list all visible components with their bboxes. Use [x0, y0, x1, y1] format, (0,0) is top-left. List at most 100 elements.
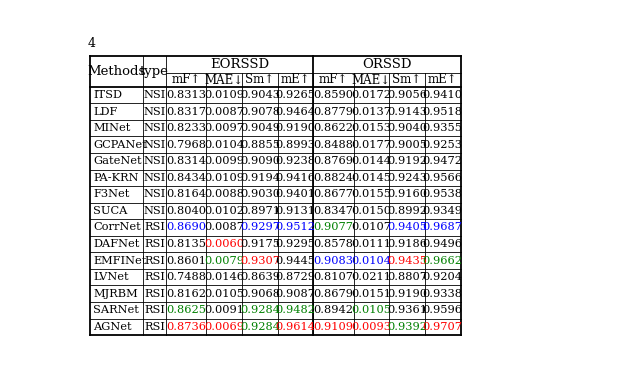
Text: 0.0172: 0.0172: [351, 90, 392, 100]
Text: 0.0097: 0.0097: [204, 123, 244, 133]
Text: 0.9538: 0.9538: [422, 189, 463, 200]
Text: 0.0150: 0.0150: [351, 206, 392, 216]
Text: MAE↓: MAE↓: [205, 73, 244, 86]
Text: RSI: RSI: [144, 322, 165, 332]
Text: 0.9192: 0.9192: [387, 156, 427, 166]
Text: 0.9416: 0.9416: [275, 173, 316, 183]
Text: 0.9043: 0.9043: [240, 90, 280, 100]
Text: 0.9338: 0.9338: [422, 289, 463, 299]
Text: 0.8622: 0.8622: [314, 123, 353, 133]
Text: 0.0087: 0.0087: [204, 106, 244, 116]
Text: 0.9295: 0.9295: [275, 239, 316, 249]
Text: 0.8736: 0.8736: [166, 322, 206, 332]
Text: 0.8639: 0.8639: [240, 272, 280, 282]
Text: NSI: NSI: [143, 173, 166, 183]
Text: 0.9687: 0.9687: [422, 223, 463, 232]
Text: 0.9131: 0.9131: [275, 206, 316, 216]
Text: 0.9194: 0.9194: [240, 173, 280, 183]
Text: MINet: MINet: [93, 123, 131, 133]
Text: 0.0145: 0.0145: [351, 173, 392, 183]
Text: 0.9284: 0.9284: [240, 305, 280, 315]
Text: 0.0105: 0.0105: [204, 289, 244, 299]
Text: 0.8314: 0.8314: [166, 156, 206, 166]
Text: 0.8779: 0.8779: [314, 106, 353, 116]
Text: 0.0088: 0.0088: [204, 189, 244, 200]
Text: 0.0144: 0.0144: [351, 156, 392, 166]
Text: LVNet: LVNet: [93, 272, 129, 282]
Text: 0.0099: 0.0099: [204, 156, 244, 166]
Text: 0.9068: 0.9068: [240, 289, 280, 299]
Text: 0.9049: 0.9049: [240, 123, 280, 133]
Text: 0.9190: 0.9190: [387, 289, 427, 299]
Text: PA-KRN: PA-KRN: [93, 173, 139, 183]
Text: 0.8993: 0.8993: [275, 140, 316, 150]
Text: 0.0151: 0.0151: [351, 289, 392, 299]
Text: 0.0091: 0.0091: [204, 305, 244, 315]
Text: 0.7968: 0.7968: [166, 140, 206, 150]
Text: CorrNet: CorrNet: [93, 223, 141, 232]
Text: 0.8317: 0.8317: [166, 106, 206, 116]
Text: 0.9464: 0.9464: [275, 106, 316, 116]
Text: 0.7488: 0.7488: [166, 272, 206, 282]
Text: 0.8590: 0.8590: [314, 90, 353, 100]
Text: GateNet: GateNet: [93, 156, 142, 166]
Text: 0.8807: 0.8807: [387, 272, 427, 282]
Text: 0.0153: 0.0153: [351, 123, 392, 133]
Text: DAFNet: DAFNet: [93, 239, 140, 249]
Text: RSI: RSI: [144, 239, 165, 249]
Text: Methods: Methods: [87, 65, 145, 78]
Text: 0.9143: 0.9143: [387, 106, 427, 116]
Text: 0.9482: 0.9482: [275, 305, 316, 315]
Text: 0.0087: 0.0087: [204, 223, 244, 232]
Text: 0.9190: 0.9190: [275, 123, 316, 133]
Text: GCPANet: GCPANet: [93, 140, 147, 150]
Text: 0.9512: 0.9512: [275, 223, 316, 232]
Text: F3Net: F3Net: [93, 189, 129, 200]
Text: NSI: NSI: [143, 123, 166, 133]
Text: 0.9401: 0.9401: [275, 189, 316, 200]
Text: 0.9518: 0.9518: [422, 106, 463, 116]
Text: NSI: NSI: [143, 156, 166, 166]
Text: 0.9361: 0.9361: [387, 305, 427, 315]
Text: 0.8855: 0.8855: [240, 140, 280, 150]
Text: MJRBM: MJRBM: [93, 289, 138, 299]
Text: 0.0137: 0.0137: [351, 106, 392, 116]
Text: 0.9204: 0.9204: [422, 272, 463, 282]
Text: type: type: [140, 65, 169, 78]
Text: 0.9083: 0.9083: [314, 255, 353, 265]
Text: 0.8679: 0.8679: [314, 289, 353, 299]
Text: 4: 4: [88, 37, 96, 50]
Text: RSI: RSI: [144, 289, 165, 299]
Text: 0.8488: 0.8488: [314, 140, 353, 150]
Text: Sm↑: Sm↑: [245, 73, 275, 86]
Text: 0.8313: 0.8313: [166, 90, 206, 100]
Text: 0.8942: 0.8942: [314, 305, 353, 315]
Text: 0.0104: 0.0104: [204, 140, 244, 150]
Text: 0.8992: 0.8992: [387, 206, 427, 216]
Text: 0.9355: 0.9355: [422, 123, 463, 133]
Text: NSI: NSI: [143, 189, 166, 200]
Text: 0.9496: 0.9496: [422, 239, 463, 249]
Text: mE↑: mE↑: [280, 73, 310, 86]
Text: 0.9077: 0.9077: [314, 223, 353, 232]
Text: 0.8347: 0.8347: [314, 206, 353, 216]
Text: 0.9284: 0.9284: [240, 322, 280, 332]
Text: 0.9297: 0.9297: [240, 223, 280, 232]
Text: 0.0069: 0.0069: [204, 322, 244, 332]
Text: RSI: RSI: [144, 255, 165, 265]
Text: 0.8729: 0.8729: [275, 272, 316, 282]
Text: 0.9662: 0.9662: [422, 255, 463, 265]
Text: 0.8971: 0.8971: [240, 206, 280, 216]
Text: 0.8162: 0.8162: [166, 289, 206, 299]
Text: 0.8824: 0.8824: [314, 173, 353, 183]
Text: ITSD: ITSD: [93, 90, 122, 100]
Text: 0.0105: 0.0105: [351, 305, 392, 315]
Text: 0.8625: 0.8625: [166, 305, 206, 315]
Text: 0.9405: 0.9405: [387, 223, 427, 232]
Text: AGNet: AGNet: [93, 322, 132, 332]
Text: 0.9265: 0.9265: [275, 90, 316, 100]
Text: NSI: NSI: [143, 106, 166, 116]
Text: 0.0146: 0.0146: [204, 272, 244, 282]
Text: 0.0211: 0.0211: [351, 272, 392, 282]
Text: 0.0079: 0.0079: [204, 255, 244, 265]
